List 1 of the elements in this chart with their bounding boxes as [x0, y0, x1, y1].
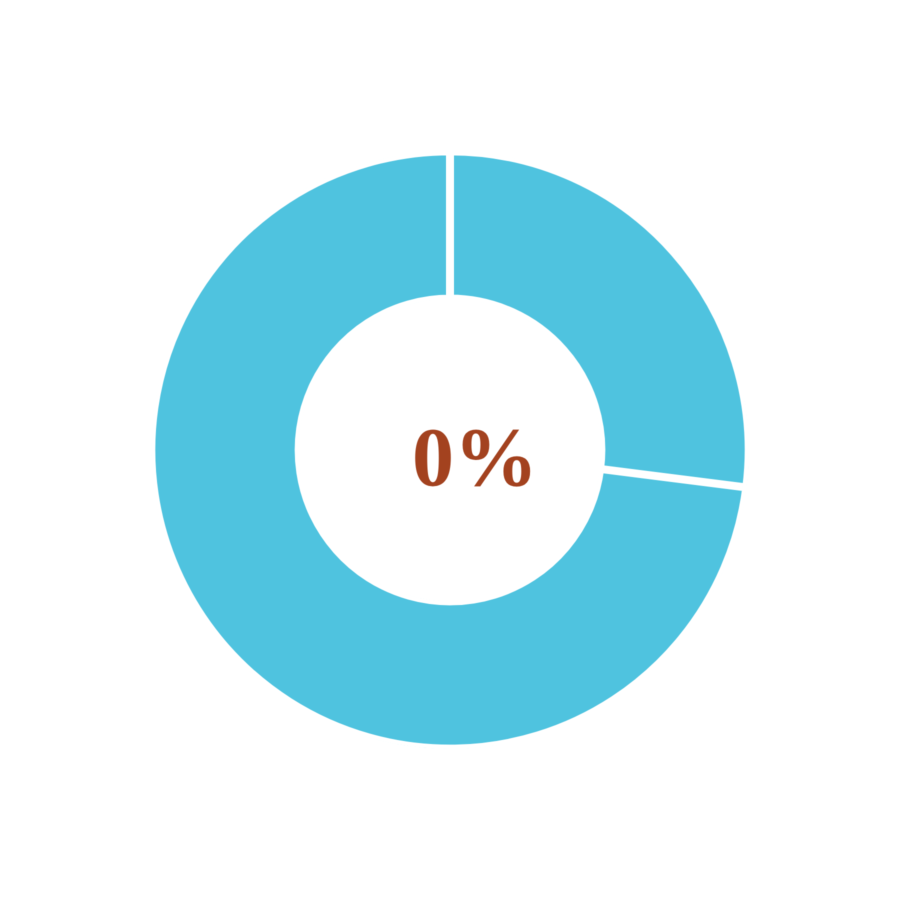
text: 0% [412, 412, 538, 505]
